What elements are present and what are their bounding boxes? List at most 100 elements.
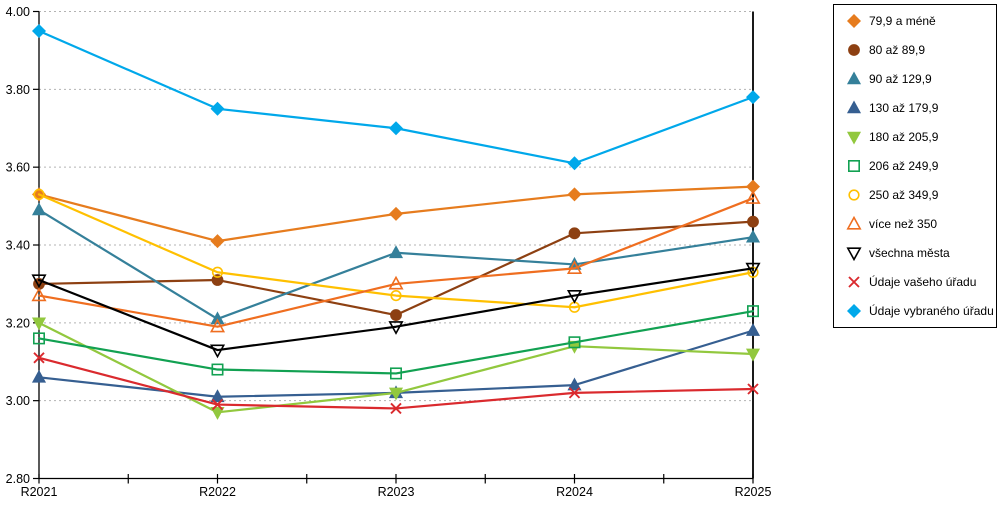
x-tick-label: R2021 xyxy=(21,485,58,499)
legend-label: 180 až 205,9 xyxy=(869,130,939,144)
series-marker-79-9-a-mene xyxy=(567,187,582,202)
series-marker-206-az-249-9 xyxy=(568,336,581,349)
square-legend-glyph xyxy=(847,159,860,172)
series-marker-90-az-129-9 xyxy=(210,311,225,325)
series-marker-79-9-a-mene xyxy=(210,234,225,249)
series-line-udaje-vybraneho-uradu xyxy=(37,29,755,165)
series-marker-udaje-vaseho-uradu xyxy=(568,387,581,399)
legend-item-udaje-vybraneho-uradu: Údaje vybraného úřadu xyxy=(846,303,994,319)
series-marker-90-az-129-9 xyxy=(388,245,404,259)
x-legend-icon xyxy=(848,276,860,288)
x-tick-label: R2023 xyxy=(378,485,415,499)
gridlines xyxy=(39,11,753,402)
legend-item-vsechna-mesta: všechna města xyxy=(846,245,992,261)
series-marker-vsechna-mesta xyxy=(31,274,47,289)
series-marker-130-az-179-9 xyxy=(31,369,47,383)
legend-label: 79,9 a méně xyxy=(869,14,936,28)
series-marker-130-az-179-9 xyxy=(745,323,761,336)
x-tick-label: R2025 xyxy=(735,485,772,499)
legend-label: 130 až 179,9 xyxy=(869,101,939,115)
y-tick-label: 3.20 xyxy=(6,316,30,330)
legend: 79,9 a méně 80 až 89,9 90 až 129,9 130 až 1… xyxy=(833,4,997,328)
series-marker-206-az-249-9 xyxy=(389,367,402,380)
legend-item-vice-nez-350: více než 350 xyxy=(846,216,992,232)
series-marker-206-az-249-9 xyxy=(746,305,759,318)
series-marker-udaje-vybraneho-uradu xyxy=(210,101,225,116)
series-marker-206-az-249-9 xyxy=(211,363,224,376)
series-180-az-205-9 xyxy=(31,317,761,420)
legend-label: 90 až 129,9 xyxy=(869,72,932,86)
circle-legend-glyph xyxy=(848,189,860,201)
circle-legend-icon xyxy=(848,189,860,201)
series-marker-udaje-vybraneho-uradu xyxy=(389,121,403,136)
series-marker-250-az-349-9 xyxy=(211,266,224,278)
triangle-up-legend-icon xyxy=(846,100,862,114)
y-tick-label: 3.00 xyxy=(6,394,30,408)
series-marker-udaje-vaseho-uradu xyxy=(211,398,224,411)
legend-item-80-az-89-9: 80 až 89,9 xyxy=(846,42,992,58)
series-marker-130-az-179-9 xyxy=(567,377,582,391)
series-marker-180-az-205-9 xyxy=(31,317,47,331)
square-legend-icon xyxy=(847,159,860,172)
series-marker-vice-nez-350 xyxy=(31,287,47,302)
series-marker-250-az-349-9 xyxy=(390,289,402,302)
legend-item-180-az-205-9: 180 až 205,9 xyxy=(846,129,992,145)
series-vsechna-mesta xyxy=(31,262,761,359)
series-line-206-az-249-9 xyxy=(37,310,755,375)
triangle-up-legend-icon xyxy=(846,71,862,85)
series-udaje-vaseho-uradu xyxy=(33,352,759,415)
legend-label: Údaje vybraného úřadu xyxy=(869,304,994,318)
legend-item-udaje-vaseho-uradu: Údaje vašeho úřadu xyxy=(846,274,992,290)
series-marker-180-az-205-9 xyxy=(388,387,404,401)
series-marker-udaje-vybraneho-uradu xyxy=(32,23,46,38)
series-marker-79-9-a-mene xyxy=(389,206,403,221)
circle-legend-glyph xyxy=(848,44,860,56)
series-marker-80-az-89-9 xyxy=(390,309,402,321)
series-206-az-249-9 xyxy=(32,305,759,380)
series-marker-vice-nez-350 xyxy=(745,190,761,204)
series-marker-206-az-249-9 xyxy=(32,332,45,345)
series-marker-vice-nez-350 xyxy=(209,318,226,333)
x-axis: R2021 R2022 R2023 R2024 R2025 xyxy=(21,474,772,499)
series-line-vsechna-mesta xyxy=(37,267,755,352)
circle-legend-icon xyxy=(848,44,860,56)
series-marker-79-9-a-mene xyxy=(746,179,760,194)
series-marker-udaje-vaseho-uradu xyxy=(33,352,45,364)
series-marker-udaje-vybraneho-uradu xyxy=(567,156,582,171)
triangle-down-legend-glyph xyxy=(846,247,862,261)
triangle-up-legend-glyph xyxy=(846,100,862,114)
triangle-up-legend-icon xyxy=(846,216,862,230)
y-tick-label: 3.40 xyxy=(6,239,30,253)
series-marker-90-az-129-9 xyxy=(745,229,761,243)
legend-label: všechna města xyxy=(869,246,950,260)
series-marker-vsechna-mesta xyxy=(745,262,761,277)
series-marker-90-az-129-9 xyxy=(31,202,47,216)
x-legend-glyph xyxy=(848,276,860,288)
legend-item-206-az-249-9: 206 až 249,9 xyxy=(846,158,992,174)
series-line-90-az-129-9 xyxy=(37,208,755,321)
legend-item-250-az-349-9: 250 až 349,9 xyxy=(846,187,992,203)
legend-item-79-9-a-mene: 79,9 a méně xyxy=(846,13,992,29)
triangle-up-legend-glyph xyxy=(846,216,862,230)
y-tick-label: 2.80 xyxy=(6,472,30,486)
y-axis: 4.00 3.80 3.60 3.40 3.20 3.00 2.80 xyxy=(6,5,754,486)
series-marker-80-az-89-9 xyxy=(211,274,224,286)
triangle-up-legend-glyph xyxy=(846,71,862,85)
x-tick-label: R2022 xyxy=(199,485,236,499)
legend-item-130-az-179-9: 130 až 179,9 xyxy=(846,100,992,116)
legend-item-90-az-129-9: 90 až 129,9 xyxy=(846,71,992,87)
triangle-down-legend-glyph xyxy=(846,131,862,145)
series-marker-180-az-205-9 xyxy=(210,407,225,420)
series-marker-vsechna-mesta xyxy=(209,344,226,359)
legend-label: 80 až 89,9 xyxy=(869,43,926,57)
series-vice-nez-350 xyxy=(31,190,761,333)
plot-series xyxy=(31,23,761,420)
series-marker-vsechna-mesta xyxy=(566,289,583,304)
triangle-down-legend-icon xyxy=(846,131,862,145)
legend-label: více než 350 xyxy=(869,217,938,231)
series-marker-vsechna-mesta xyxy=(388,321,404,335)
series-marker-180-az-205-9 xyxy=(745,348,761,362)
x-tick-label: R2024 xyxy=(556,485,593,499)
